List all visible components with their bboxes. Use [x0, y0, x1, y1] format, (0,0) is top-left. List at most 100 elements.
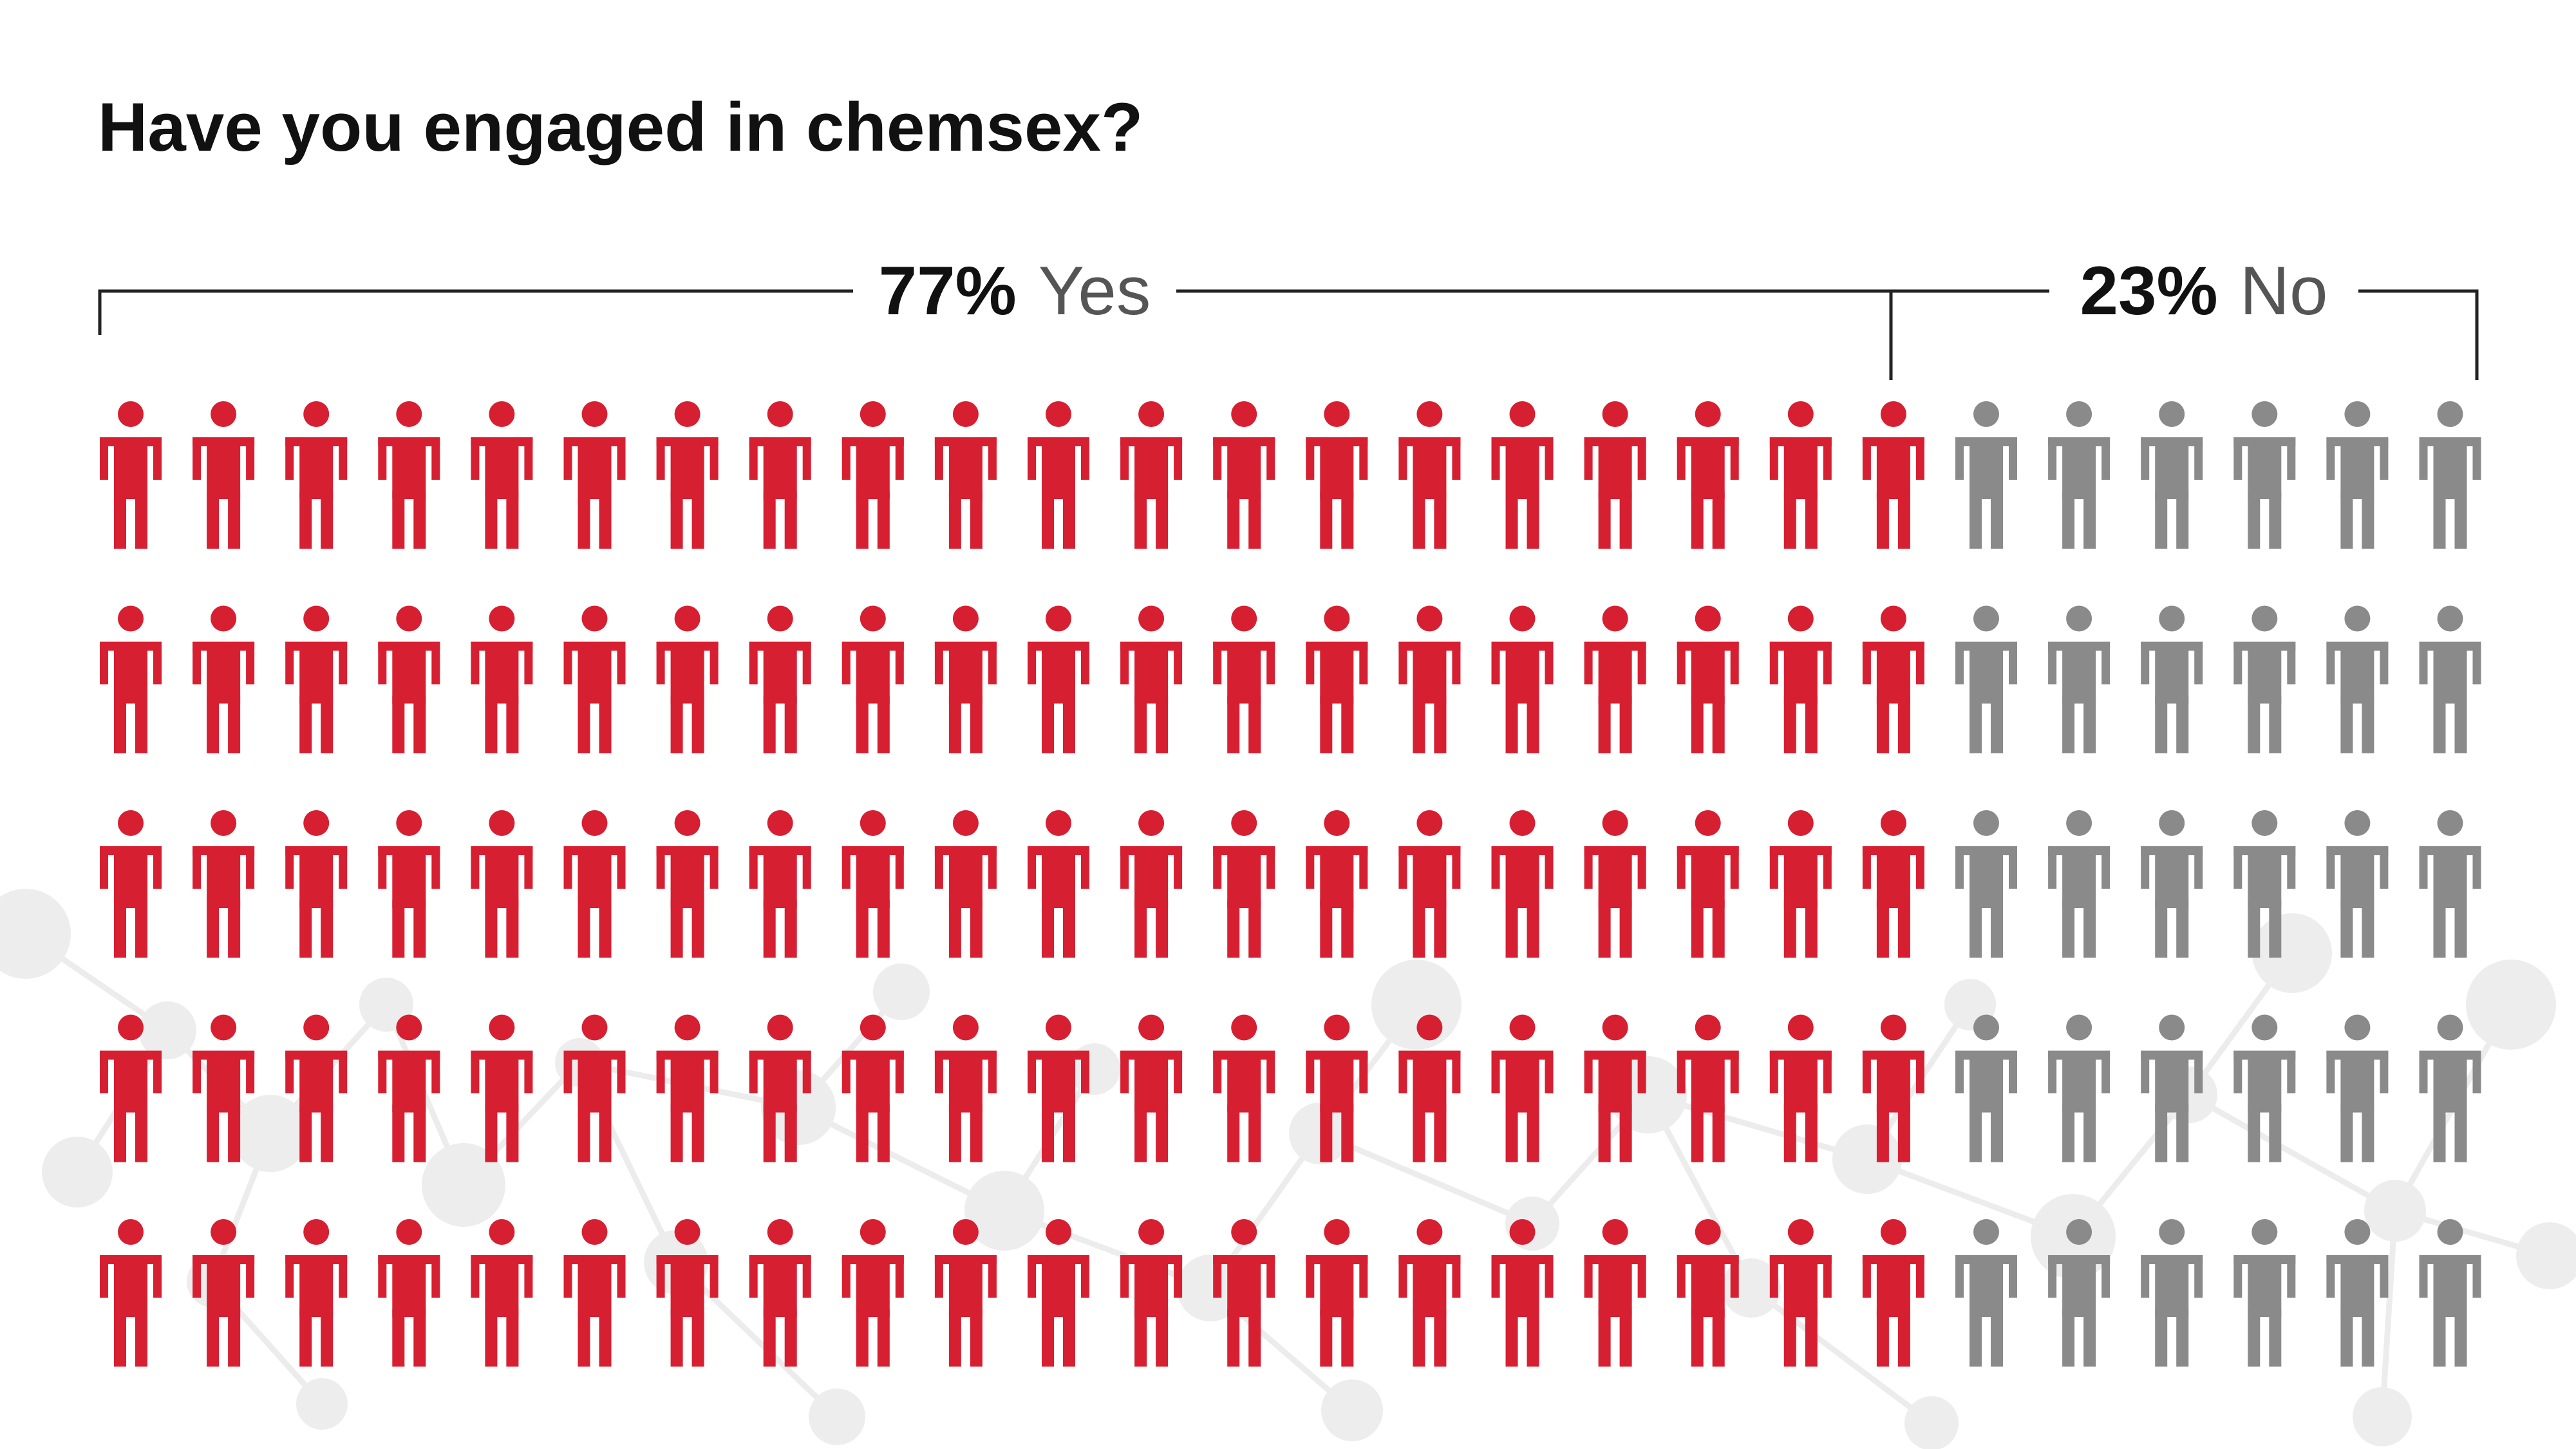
- person-icon-yes: [1398, 810, 1461, 958]
- person-icon-no: [2419, 1014, 2481, 1162]
- person-icon-yes: [749, 1219, 811, 1367]
- person-icon-yes: [378, 605, 440, 753]
- person-icon-no: [2233, 810, 2296, 958]
- person-icon-yes: [656, 401, 719, 549]
- molecule-atom: [0, 889, 71, 979]
- person-icon-no: [2233, 1219, 2296, 1367]
- person-icon-yes: [1769, 1219, 1832, 1367]
- person-icon-yes: [1491, 810, 1554, 958]
- person-icon-yes: [1213, 605, 1275, 753]
- person-icon-yes: [656, 1219, 719, 1367]
- molecule-atom: [422, 1143, 505, 1227]
- molecule-atom: [359, 978, 413, 1032]
- person-icon-yes: [934, 1014, 997, 1162]
- person-icon-yes: [471, 401, 533, 549]
- molecule-atom: [232, 1095, 309, 1172]
- person-icon-yes: [285, 1219, 348, 1367]
- person-icon-yes: [378, 810, 440, 958]
- person-icon-yes: [1677, 1219, 1739, 1367]
- person-icon-yes: [1677, 401, 1739, 549]
- person-icon-yes: [100, 605, 162, 753]
- person-icon-yes: [1491, 605, 1554, 753]
- person-icon-yes: [471, 810, 533, 958]
- person-icon-yes: [100, 1014, 162, 1162]
- yes-percent: 77%: [879, 252, 1017, 329]
- person-icon-yes: [841, 1219, 904, 1367]
- person-icon-yes: [1028, 1014, 1089, 1162]
- person-icon-yes: [841, 605, 904, 753]
- person-icon-no: [2141, 810, 2203, 958]
- person-icon-yes: [378, 1014, 440, 1162]
- person-icon-yes: [378, 1219, 440, 1367]
- person-icon-yes: [193, 401, 255, 549]
- molecule-atom: [964, 1171, 1044, 1251]
- chart-title: Have you engaged in chemsex?: [98, 88, 1143, 166]
- person-icon-no: [2233, 1014, 2296, 1162]
- person-icon-no: [2326, 401, 2389, 549]
- molecule-atom: [138, 1001, 196, 1059]
- person-icon-yes: [841, 1014, 904, 1162]
- person-icon-no: [2419, 810, 2481, 958]
- person-icon-no: [2419, 1219, 2481, 1367]
- person-icon-yes: [1120, 401, 1183, 549]
- person-icon-no: [2326, 605, 2389, 753]
- person-icon-no: [2141, 401, 2203, 549]
- molecule-atom: [42, 1137, 113, 1208]
- person-icon-yes: [1769, 401, 1832, 549]
- person-icon-yes: [471, 1219, 533, 1367]
- person-icon-no: [1955, 1014, 2017, 1162]
- person-icon-yes: [1398, 605, 1461, 753]
- person-icon-no: [2048, 810, 2111, 958]
- person-icon-yes: [1769, 1014, 1832, 1162]
- person-icon-yes: [1213, 401, 1275, 549]
- molecule-atom: [1177, 1255, 1244, 1321]
- person-icon-yes: [1398, 401, 1461, 549]
- person-icon-no: [2419, 605, 2481, 753]
- person-icon-yes: [749, 401, 811, 549]
- person-icon-yes: [1584, 1219, 1646, 1367]
- molecule-bond: [2187, 1092, 2397, 1213]
- molecule-atom: [2353, 1387, 2412, 1446]
- person-icon-yes: [1306, 401, 1368, 549]
- molecule-atom: [2516, 1222, 2576, 1289]
- person-icon-yes: [1491, 1219, 1554, 1367]
- molecule-atom: [1904, 1396, 1959, 1449]
- person-icon-yes: [1677, 1014, 1739, 1162]
- person-icon-yes: [1677, 605, 1739, 753]
- person-icon-yes: [563, 810, 626, 958]
- person-icon-yes: [1306, 1014, 1368, 1162]
- person-icon-yes: [1769, 810, 1832, 958]
- person-icon-yes: [1862, 1219, 1924, 1367]
- person-icon-yes: [100, 1219, 162, 1367]
- person-icon-no: [2048, 401, 2111, 549]
- person-icon-yes: [841, 401, 904, 549]
- person-icon-yes: [563, 401, 626, 549]
- person-icon-no: [2048, 1219, 2111, 1367]
- person-icon-yes: [285, 810, 348, 958]
- person-icon-yes: [378, 401, 440, 549]
- person-icon-no: [2141, 1014, 2203, 1162]
- person-icon-yes: [1862, 810, 1924, 958]
- person-icon-yes: [1306, 605, 1368, 753]
- molecule-atom: [809, 1388, 865, 1445]
- molecule-atom: [873, 963, 930, 1020]
- person-icon-yes: [1862, 401, 1924, 549]
- person-icon-yes: [1120, 1014, 1183, 1162]
- person-icon-yes: [934, 1219, 997, 1367]
- person-icon-yes: [1306, 810, 1368, 958]
- person-icon-yes: [656, 810, 719, 958]
- person-icon-yes: [1677, 810, 1739, 958]
- person-icon-yes: [563, 605, 626, 753]
- molecule-atom: [1321, 1379, 1383, 1441]
- person-icon-yes: [1398, 1219, 1461, 1367]
- no-bracket: [1891, 289, 2479, 380]
- person-icon-yes: [285, 401, 348, 549]
- person-icon-yes: [193, 605, 255, 753]
- person-icon-yes: [100, 810, 162, 958]
- molecule-bond: [2379, 1210, 2398, 1417]
- person-icon-yes: [193, 1014, 255, 1162]
- person-icon-yes: [841, 810, 904, 958]
- person-icon-yes: [656, 605, 719, 753]
- person-icon-yes: [1213, 1014, 1275, 1162]
